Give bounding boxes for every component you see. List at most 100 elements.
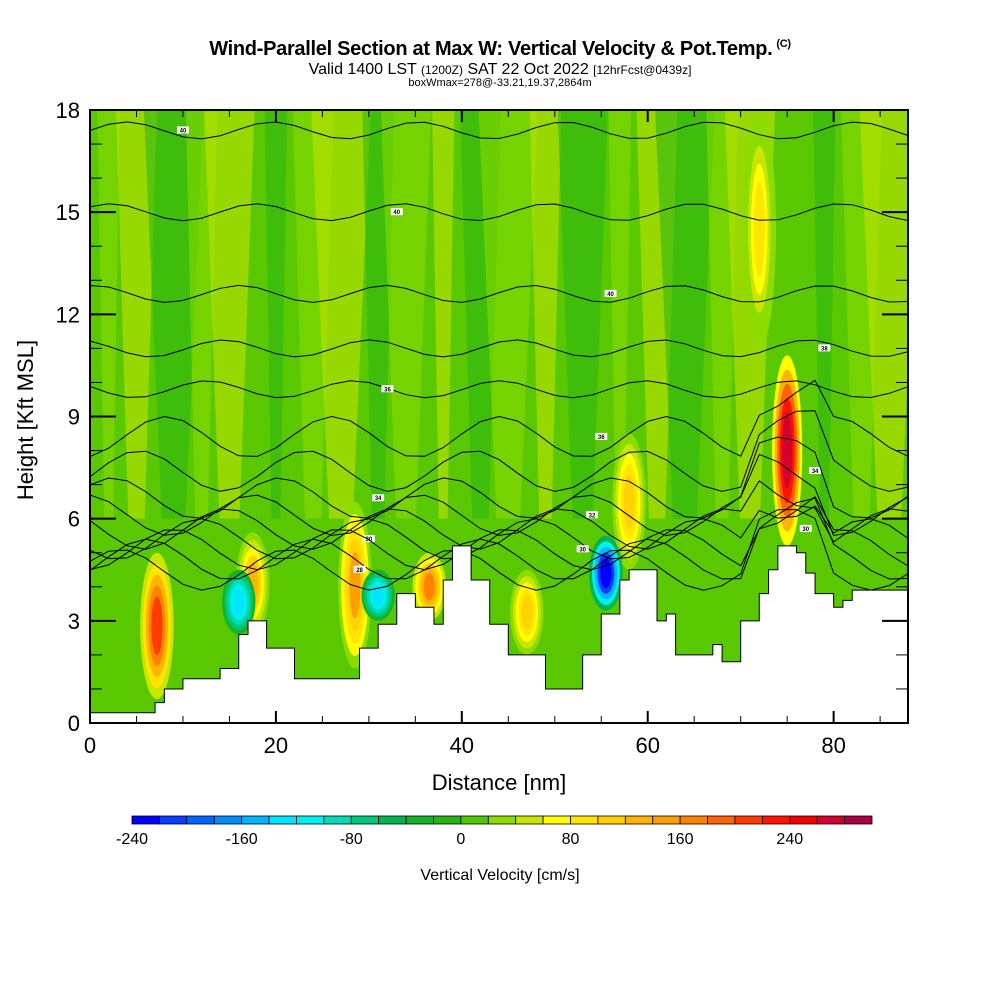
theta-contour [90,509,908,591]
colorbar-tick-label: -160 [226,831,258,848]
updraft-cell [423,573,435,601]
theta-contour [90,480,908,550]
x-tick-label: 60 [635,733,659,758]
contour-label-bg [818,344,831,352]
colorbar-swatch [213,815,243,825]
velocity-band [529,110,562,519]
contour-label-text: 32 [589,513,596,519]
boxwmax-info: boxWmax=278@-33.21,19.37,2864m [408,77,592,89]
x-tick-label: 0 [84,733,96,758]
x-tick-label: 40 [450,733,474,758]
y-tick-label: 6 [68,507,80,532]
theta-contour [90,121,908,140]
y-tick-label: 9 [68,405,80,430]
valid-date: SAT 22 Oct 2022 [467,61,589,78]
contour-label: 34 [809,466,822,475]
contour-label: 36 [595,432,608,441]
contour-label-bg [799,524,812,532]
contour-label-bg [381,385,394,393]
velocity-band [655,110,715,519]
contour-label-bg [604,289,617,297]
theta-contour [90,436,908,519]
contour-label-bg [595,432,608,440]
colorbar-swatch [378,815,407,825]
contour-label-bg [362,535,375,543]
velocity-band [478,110,539,519]
valid-utc: (1200Z) [420,63,463,77]
colorbar-swatch [296,815,325,825]
forecast-info: [12hrFcst@0439z] [593,63,692,77]
contour-label-text: 36 [598,435,605,441]
y-tick-label: 3 [68,609,80,634]
contour-label-text: 30 [579,547,586,553]
colorbar-swatch [515,815,544,825]
colorbar-swatch [241,815,270,825]
contour-label: 40 [176,126,189,134]
terrain [90,545,908,723]
colorbar-swatch [159,815,188,825]
colorbar-swatch [268,815,297,825]
colorbar-swatch [542,815,571,825]
contour-label: 30 [362,535,375,543]
colorbar-swatch [761,815,791,825]
theta-contour [90,453,908,537]
contour-label-text: 38 [821,346,828,352]
colorbar-swatch [707,815,736,825]
colorbar-swatch [487,815,517,825]
theta-contour [90,203,908,222]
colorbar-swatch [460,815,489,825]
contour-label: 40 [604,289,617,298]
updraft-cell [782,412,793,489]
velocity-band [557,110,608,519]
contour-label-bg [390,208,403,216]
theta-contour [90,339,908,358]
updraft-cell [151,596,163,656]
updraft-cell [521,595,533,630]
colorbar-swatch [131,815,160,825]
theta-contour [90,505,908,560]
title-text: Wind-Parallel Section at Max W: Vertical… [209,38,773,60]
velocity-band [204,110,255,519]
y-tick-label: 0 [68,711,80,736]
contour-label: 34 [372,494,385,502]
colorbar-swatch [816,815,845,825]
colorbar-swatch [624,815,654,825]
chart-subtitle: Valid 1400 LST (1200Z) SAT 22 Oct 2022 [… [0,61,1000,79]
theta-contour [90,284,908,303]
copyright-mark: (C) [776,38,791,50]
y-tick-label: 15 [56,200,80,225]
colorbar-swatch [844,815,873,825]
contour-label-text: 30 [802,527,809,533]
colorbar-swatch [652,815,681,825]
valid-time: Valid 1400 LST [308,61,417,78]
colorbar-tick-label: -80 [340,831,363,848]
velocity-band [608,110,631,519]
contour-label: 38 [818,344,831,352]
colorbar-swatch [186,815,215,825]
contour-label-bg [585,511,598,519]
contour-label-text: 40 [393,210,400,216]
y-tick-label: 12 [56,302,80,327]
contour-label-text: 40 [607,292,614,298]
contour-label-bg [372,494,385,502]
downdraft-cell [233,589,245,616]
contour-label-text: 40 [180,128,187,134]
colorbar-tick-label: 160 [667,831,694,848]
contour-label-text: 34 [375,496,382,502]
colorbar-swatch [789,815,818,825]
colorbar-tick-label: 0 [456,831,465,848]
chart-title: Wind-Parallel Section at Max W: Vertical… [0,38,1000,61]
x-tick-label: 20 [264,733,288,758]
contour-label: 32 [585,511,598,519]
downdraft-cell [600,558,612,589]
colorbar-tick-label: -240 [116,831,148,848]
colorbar-swatch [350,815,380,825]
colorbar-swatch [734,815,763,825]
y-tick-label: 18 [56,98,80,123]
velocity-band [813,110,836,519]
contour-label-bg [176,126,189,134]
contour-label: 30 [799,524,812,533]
colorbar-swatch [679,815,708,825]
contour-label-text: 34 [812,469,819,475]
